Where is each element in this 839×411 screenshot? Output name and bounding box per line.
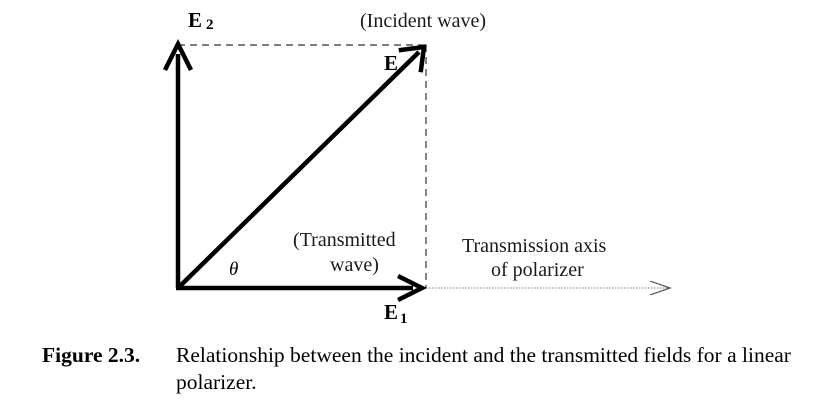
incident-wave-label: (Incident wave) [360,10,486,32]
transmitted-wave-label-line1: (Transmitted [293,229,396,251]
caption-text: Relationship between the incident and th… [176,343,791,394]
e2-arrow-head [162,38,194,72]
transmission-axis-label-line1: Transmission axis [462,235,607,257]
transmitted-wave-label-line2: wave) [330,254,379,276]
e-arrow-shaft [176,50,421,290]
e-arrow-head [398,44,427,73]
e1-arrow-head [396,273,428,303]
caption-label: Figure 2.3. [42,343,141,367]
e-label: E [384,51,398,75]
theta-label: θ [229,259,238,280]
transmission-axis-label-line2: of polarizer [491,259,584,281]
